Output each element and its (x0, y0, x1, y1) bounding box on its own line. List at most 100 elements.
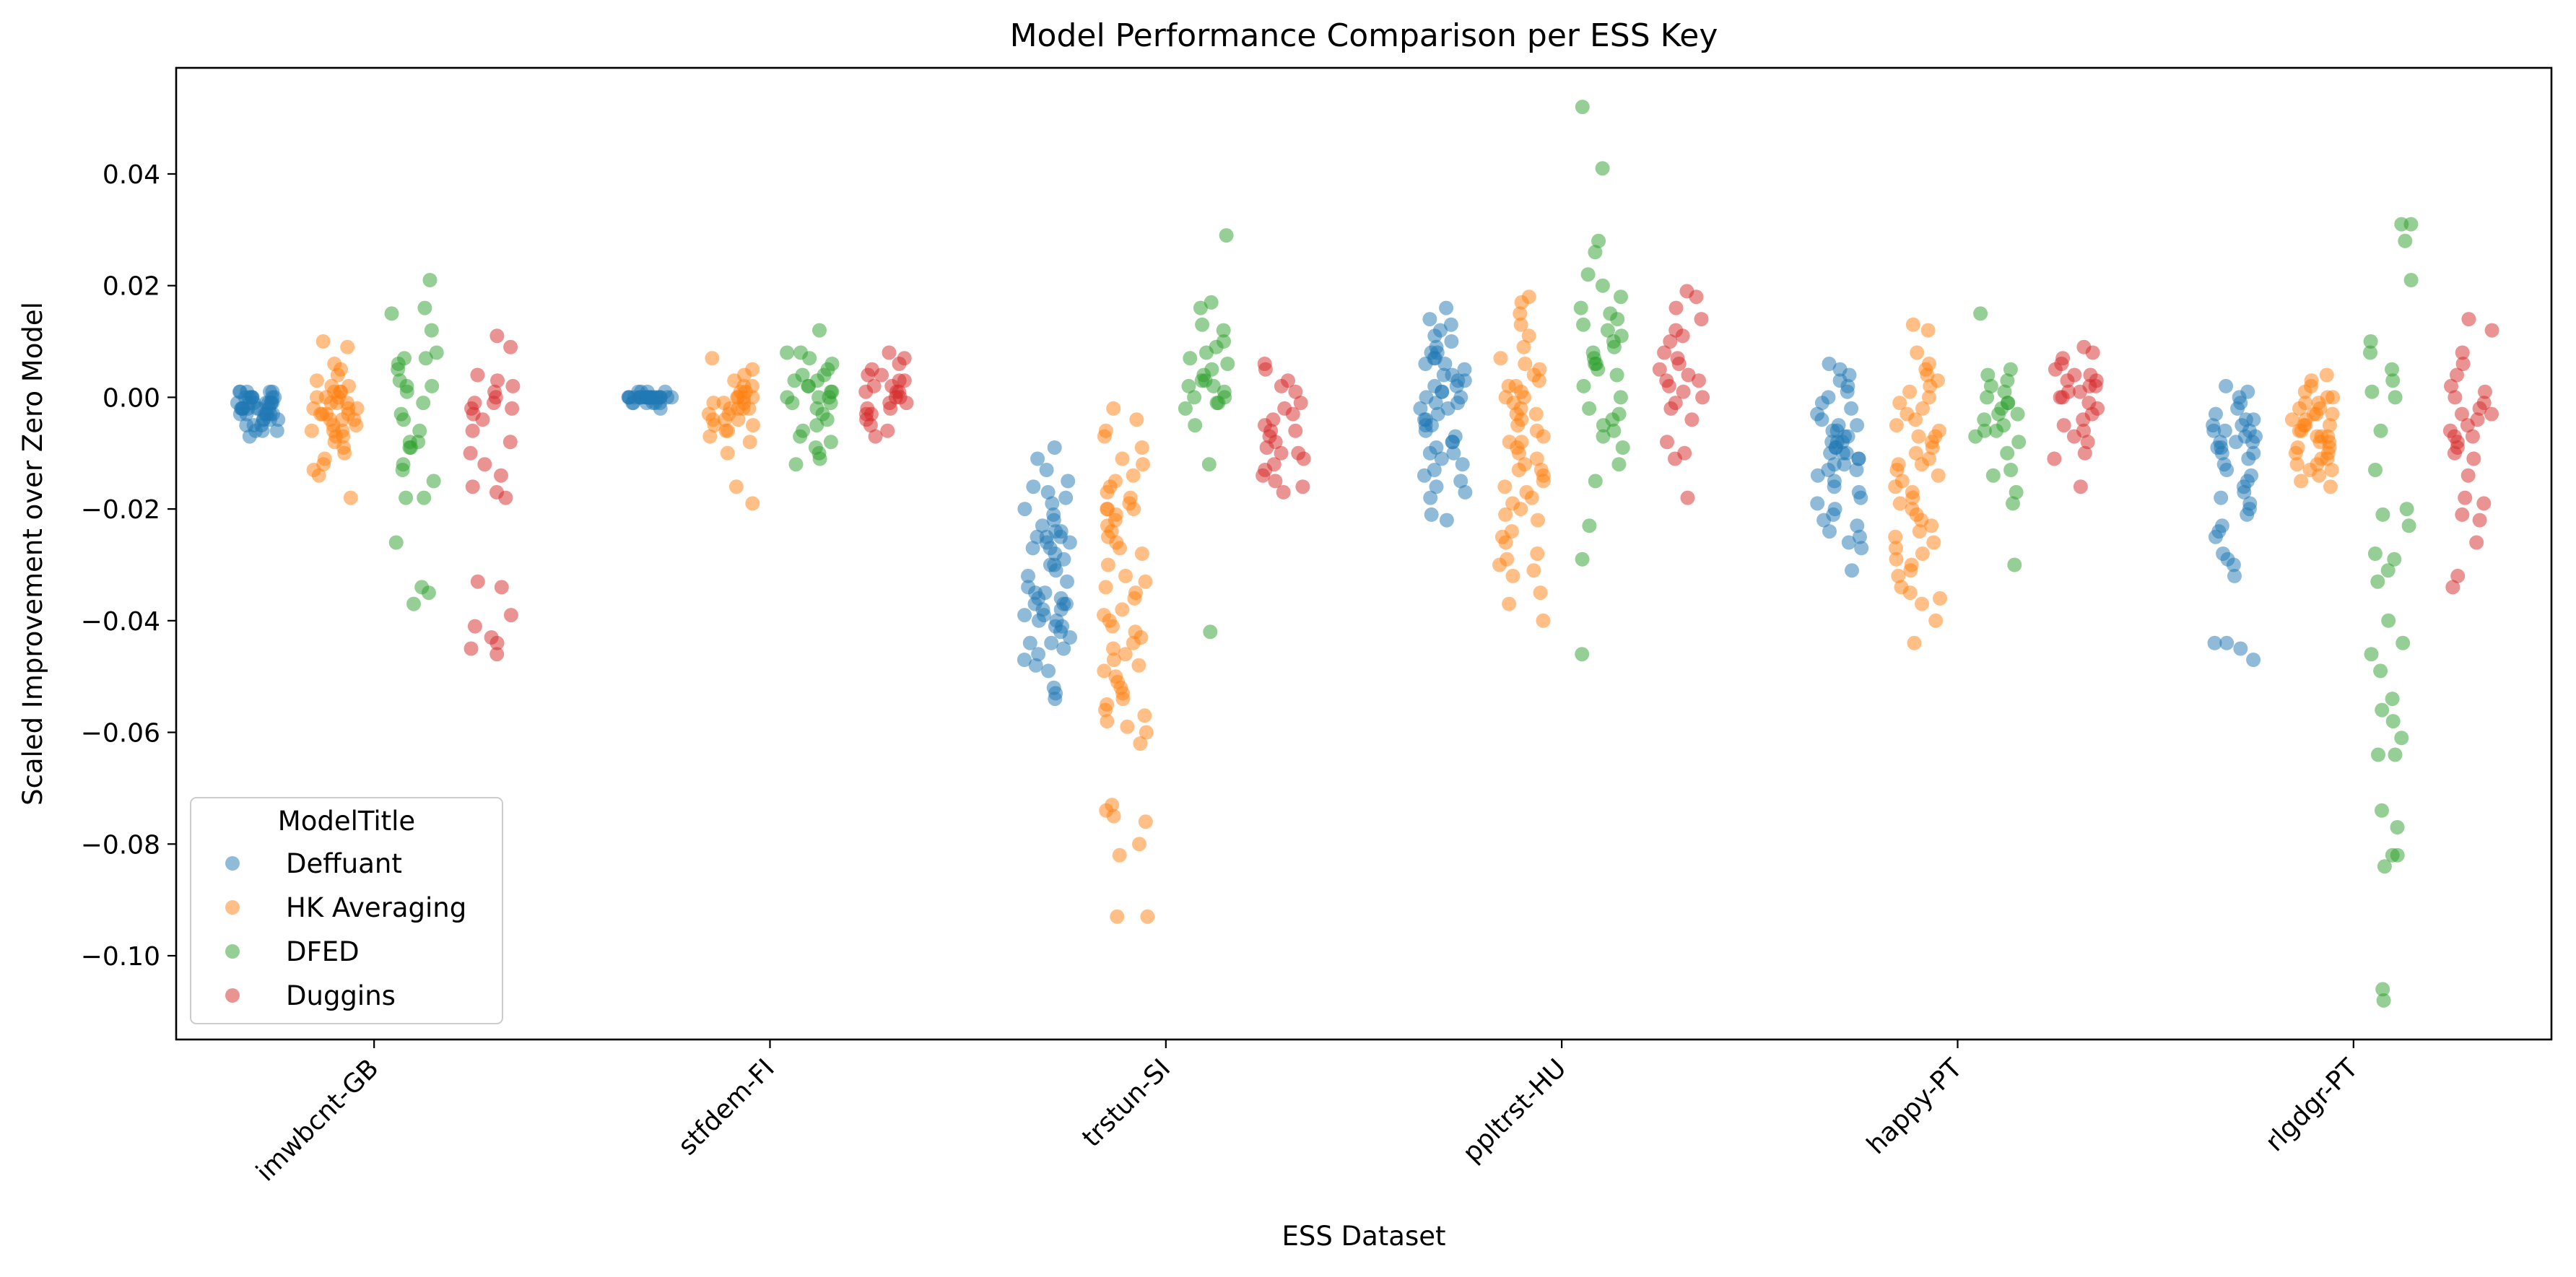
point-dfed (2368, 463, 2383, 477)
point-dfed (1582, 401, 1597, 416)
point-duggins (477, 457, 492, 472)
y-tick-label: −0.02 (81, 495, 160, 525)
point-deffuant (1839, 445, 1854, 461)
point-deffuant (1030, 451, 1045, 466)
point-deffuant (1443, 317, 1458, 332)
point-duggins (2077, 445, 2092, 461)
legend: ModelTitle Deffuant HK Averaging DFED Du… (190, 797, 503, 1024)
point-duggins (467, 619, 482, 634)
point-hk-averaging (1536, 613, 1551, 628)
point-dfed (424, 323, 439, 338)
point-duggins (503, 339, 518, 354)
point-hk-averaging (1531, 373, 1546, 388)
point-hk-averaging (1126, 635, 1141, 650)
point-hk-averaging (1132, 837, 1146, 852)
point-deffuant (2245, 435, 2260, 450)
point-dfed (1600, 323, 1615, 338)
series-duggins (463, 284, 2499, 662)
point-dfed (2364, 647, 2379, 662)
point-hk-averaging (1100, 484, 1115, 500)
point-duggins (1675, 328, 1690, 344)
point-dfed (2010, 406, 2025, 422)
point-deffuant (2229, 435, 2243, 450)
point-deffuant (1434, 451, 1449, 466)
point-deffuant (1439, 513, 1454, 528)
point-deffuant (2237, 484, 2252, 500)
point-deffuant (1026, 479, 1041, 494)
point-dfed (1582, 518, 1597, 533)
point-deffuant (1850, 418, 1865, 433)
point-dfed (2385, 714, 2401, 729)
point-hk-averaging (1511, 445, 1526, 461)
point-duggins (490, 373, 505, 388)
point-hk-averaging (2323, 479, 2338, 494)
y-axis-label: Scaled Improvement over Zero Model (17, 302, 48, 806)
point-deffuant (2226, 557, 2241, 572)
point-duggins (2080, 435, 2095, 450)
point-hk-averaging (1518, 357, 1533, 371)
point-hk-averaging (2297, 418, 2312, 433)
point-deffuant (1056, 641, 1071, 656)
point-duggins (475, 412, 490, 427)
point-hk-averaging (323, 396, 339, 411)
point-duggins (1263, 423, 1279, 438)
point-dfed (2380, 563, 2396, 578)
point-deffuant (1429, 479, 1444, 494)
point-hk-averaging (1915, 401, 1930, 416)
point-hk-averaging (1533, 585, 1548, 601)
point-duggins (2460, 418, 2475, 433)
point-duggins (2450, 367, 2464, 383)
point-dfed (2373, 423, 2388, 438)
point-duggins (2073, 479, 2088, 494)
point-dfed (785, 396, 800, 411)
point-deffuant (265, 384, 280, 399)
point-deffuant (263, 412, 277, 427)
point-hk-averaging (1098, 702, 1113, 718)
point-duggins (1663, 401, 1679, 416)
point-hk-averaging (349, 418, 364, 433)
point-duggins (2455, 507, 2470, 522)
point-dfed (2375, 507, 2390, 522)
point-duggins (489, 635, 505, 650)
point-duggins (2076, 412, 2091, 427)
point-duggins (2048, 362, 2063, 377)
point-deffuant (1028, 658, 1043, 673)
point-dfed (2396, 635, 2411, 650)
point-duggins (1684, 412, 1700, 427)
point-hk-averaging (1889, 552, 1904, 567)
point-deffuant (1430, 406, 1445, 422)
point-hk-averaging (1509, 406, 1524, 422)
point-duggins (465, 423, 480, 438)
point-hk-averaging (1133, 736, 1148, 751)
point-deffuant (1825, 423, 1840, 438)
point-deffuant (1841, 535, 1856, 550)
point-duggins (1676, 384, 1691, 399)
point-dfed (801, 378, 817, 393)
point-dfed (1596, 429, 1611, 444)
point-deffuant (1039, 463, 1054, 477)
point-dfed (388, 535, 404, 550)
point-dfed (1204, 295, 1219, 310)
point-duggins (489, 328, 505, 344)
point-hk-averaging (1892, 396, 1907, 411)
point-deffuant (622, 390, 637, 405)
point-deffuant (1444, 334, 1459, 349)
point-dfed (426, 474, 441, 489)
point-hk-averaging (2319, 367, 2334, 383)
point-hk-averaging (1115, 692, 1131, 707)
point-dfed (402, 440, 417, 455)
point-hk-averaging (311, 468, 326, 483)
point-deffuant (2207, 635, 2222, 650)
y-tick-label: −0.04 (81, 607, 160, 637)
point-deffuant (1854, 541, 1869, 556)
point-duggins (2447, 390, 2463, 405)
point-duggins (2455, 357, 2471, 371)
point-duggins (2465, 429, 2480, 444)
series-dfed (384, 100, 2419, 1008)
point-duggins (2445, 580, 2460, 595)
point-dfed (2367, 546, 2383, 561)
point-duggins (505, 378, 521, 393)
point-deffuant (1436, 367, 1451, 383)
point-hk-averaging (1908, 412, 1923, 427)
point-hk-averaging (309, 373, 324, 388)
